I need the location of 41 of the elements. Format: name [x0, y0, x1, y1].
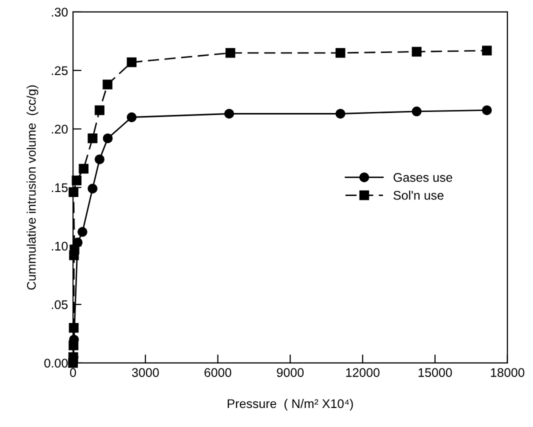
y-axis-title: Cummulative intrusion volume (cc/g) [26, 85, 38, 290]
x-tick-label: 9000 [276, 368, 304, 377]
point [336, 108, 346, 119]
point [482, 105, 492, 116]
x-tick-label: 0 [70, 368, 76, 377]
y-tick-label: 0.00 [44, 358, 68, 368]
point [68, 322, 79, 333]
point [126, 112, 137, 122]
x-axis-title: Pressure ( N/m² X10⁴) [228, 398, 353, 411]
point [68, 340, 78, 350]
point [78, 164, 88, 174]
x-tick-label: 18000 [490, 368, 524, 377]
point [226, 48, 236, 58]
point [94, 105, 104, 116]
legend-label: Sol'n use [394, 190, 444, 200]
x-tick-label: 15000 [418, 368, 452, 377]
point [88, 184, 98, 194]
y-tick-label: .20 [52, 124, 68, 134]
point [94, 154, 104, 164]
point [412, 46, 422, 57]
y-tick-label: .30 [52, 8, 68, 17]
point [102, 80, 112, 90]
point [72, 176, 82, 186]
legend-label: Gases use [394, 173, 452, 182]
point [88, 133, 98, 144]
y-tick-label: .05 [52, 300, 68, 310]
point [482, 46, 492, 56]
point [126, 57, 137, 68]
point [102, 133, 113, 144]
y-tick-label: .25 [52, 66, 68, 76]
point [224, 108, 234, 119]
x-tick-label: 3000 [132, 368, 159, 377]
point [70, 244, 80, 254]
x-tick-label: 12000 [346, 368, 380, 377]
y-tick-label: .10 [52, 242, 68, 251]
point [68, 187, 78, 197]
point [336, 48, 346, 58]
x-tick-label: 6000 [204, 368, 232, 377]
point [78, 227, 88, 237]
y-tick-label: .15 [52, 183, 68, 192]
point [412, 106, 422, 116]
